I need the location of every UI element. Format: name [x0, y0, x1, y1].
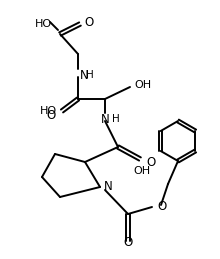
Text: O: O — [84, 16, 93, 28]
Text: N: N — [101, 112, 109, 126]
Text: O: O — [157, 200, 166, 213]
Text: O: O — [146, 155, 155, 169]
Text: O: O — [123, 236, 133, 249]
Text: O: O — [47, 109, 56, 121]
Text: N: N — [80, 68, 89, 82]
Text: OH: OH — [134, 80, 151, 90]
Text: HO: HO — [35, 19, 52, 29]
Text: HO: HO — [40, 106, 57, 116]
Text: H: H — [86, 70, 94, 80]
Text: OH: OH — [133, 166, 150, 176]
Text: H: H — [112, 114, 120, 124]
Text: N: N — [104, 181, 113, 193]
